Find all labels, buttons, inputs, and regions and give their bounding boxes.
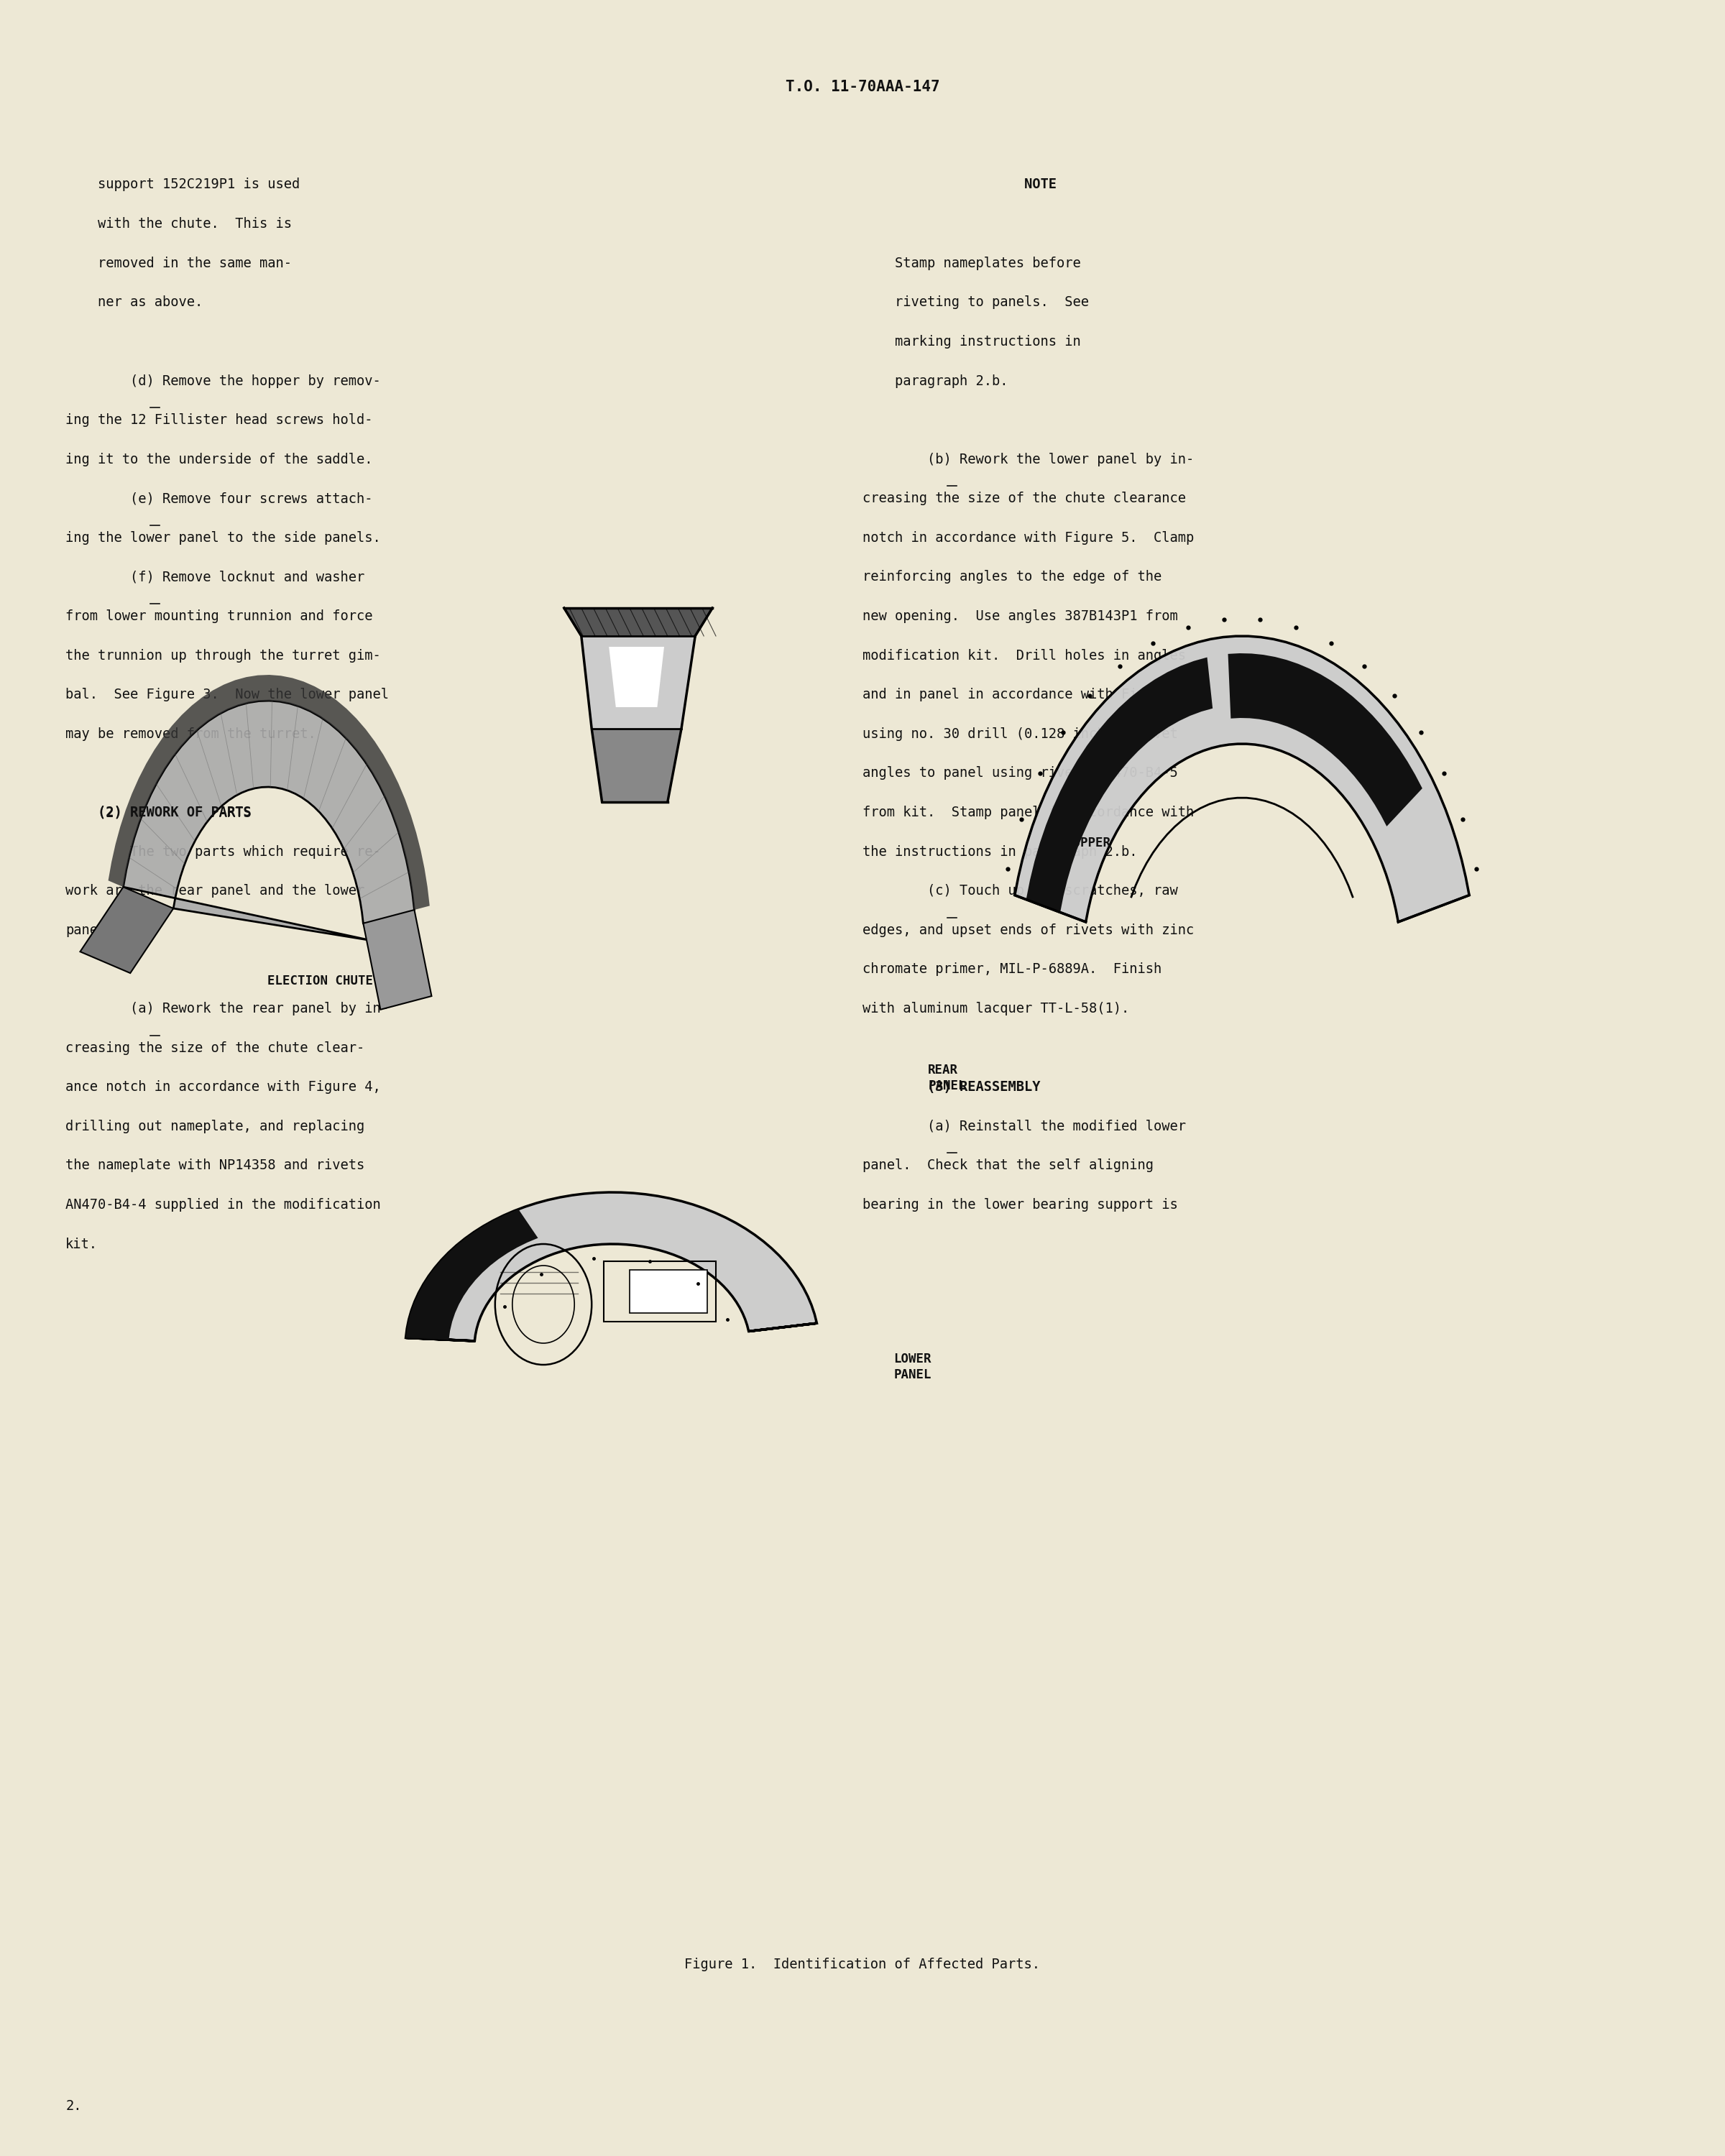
Polygon shape (364, 910, 431, 1009)
Polygon shape (79, 886, 174, 972)
Text: (b) Rework the lower panel by in-: (b) Rework the lower panel by in- (862, 453, 1194, 466)
Text: 2.: 2. (66, 2100, 81, 2113)
Text: with aluminum lacquer TT-L-58(1).: with aluminum lacquer TT-L-58(1). (862, 1003, 1130, 1015)
Text: kit.: kit. (66, 1238, 98, 1250)
Text: and in panel in accordance with Figure 5,: and in panel in accordance with Figure 5… (862, 688, 1194, 701)
Text: ner as above.: ner as above. (66, 295, 204, 308)
Text: modification kit.  Drill holes in angles: modification kit. Drill holes in angles (862, 649, 1187, 662)
Text: (a) Rework the rear panel by in-: (a) Rework the rear panel by in- (66, 1003, 390, 1015)
Text: ing the 12 Fillister head screws hold-: ing the 12 Fillister head screws hold- (66, 414, 373, 427)
Text: riveting to panels.  See: riveting to panels. See (862, 295, 1088, 308)
Text: support 152C219P1 is used: support 152C219P1 is used (66, 179, 300, 192)
Polygon shape (405, 1192, 818, 1341)
Text: T.O. 11-70AAA-147: T.O. 11-70AAA-147 (785, 80, 940, 95)
Text: HOPPER: HOPPER (1066, 837, 1111, 849)
Text: using no. 30 drill (0.128 inch).  Rivet: using no. 30 drill (0.128 inch). Rivet (862, 727, 1178, 742)
Polygon shape (609, 647, 664, 707)
Text: (e) Remove four screws attach-: (e) Remove four screws attach- (66, 492, 373, 505)
Polygon shape (564, 608, 712, 636)
Text: The two parts which require re-: The two parts which require re- (66, 845, 381, 858)
Text: (f) Remove locknut and washer: (f) Remove locknut and washer (66, 571, 364, 584)
Text: reinforcing angles to the edge of the: reinforcing angles to the edge of the (862, 571, 1161, 584)
Polygon shape (1014, 636, 1470, 923)
Text: (3) REASSEMBLY: (3) REASSEMBLY (862, 1080, 1040, 1093)
Text: the nameplate with NP14358 and rivets: the nameplate with NP14358 and rivets (66, 1158, 364, 1173)
Text: removed in the same man-: removed in the same man- (66, 257, 292, 270)
Text: ing it to the underside of the saddle.: ing it to the underside of the saddle. (66, 453, 373, 466)
Text: (a) Reinstall the modified lower: (a) Reinstall the modified lower (862, 1119, 1187, 1134)
Text: (c) Touch up any scratches, raw: (c) Touch up any scratches, raw (862, 884, 1178, 897)
Text: REAR
PANEL: REAR PANEL (928, 1063, 966, 1093)
Text: bal.  See Figure 3.  Now the lower panel: bal. See Figure 3. Now the lower panel (66, 688, 390, 701)
Text: the instructions in paragraph 2.b.: the instructions in paragraph 2.b. (862, 845, 1137, 858)
Text: bearing in the lower bearing support is: bearing in the lower bearing support is (862, 1199, 1178, 1212)
Text: new opening.  Use angles 387B143P1 from: new opening. Use angles 387B143P1 from (862, 610, 1178, 623)
Polygon shape (122, 701, 414, 940)
Text: may be removed from the turret.: may be removed from the turret. (66, 727, 316, 742)
Text: from lower mounting trunnion and force: from lower mounting trunnion and force (66, 610, 373, 623)
Text: NOTE: NOTE (862, 179, 1056, 192)
Text: creasing the size of the chute clear-: creasing the size of the chute clear- (66, 1041, 364, 1054)
Text: drilling out nameplate, and replacing: drilling out nameplate, and replacing (66, 1119, 364, 1134)
Text: with the chute.  This is: with the chute. This is (66, 218, 292, 231)
Text: paragraph 2.b.: paragraph 2.b. (862, 375, 1007, 388)
Text: LOWER
PANEL: LOWER PANEL (894, 1352, 932, 1382)
Text: ELECTION CHUTE: ELECTION CHUTE (267, 975, 373, 987)
Polygon shape (1026, 658, 1213, 912)
Text: the trunnion up through the turret gim-: the trunnion up through the turret gim- (66, 649, 381, 662)
Text: panel.: panel. (66, 923, 114, 938)
Text: from kit.  Stamp panel in accordance with: from kit. Stamp panel in accordance with (862, 806, 1194, 819)
Text: notch in accordance with Figure 5.  Clamp: notch in accordance with Figure 5. Clamp (862, 530, 1194, 545)
Text: (2) REWORK OF PARTS: (2) REWORK OF PARTS (66, 806, 252, 819)
Text: angles to panel using rivets AN470-B4-5: angles to panel using rivets AN470-B4-5 (862, 765, 1178, 780)
Polygon shape (109, 675, 430, 910)
Text: ance notch in accordance with Figure 4,: ance notch in accordance with Figure 4, (66, 1080, 381, 1093)
Text: AN470-B4-4 supplied in the modification: AN470-B4-4 supplied in the modification (66, 1199, 381, 1212)
Text: marking instructions in: marking instructions in (862, 334, 1082, 349)
Text: (d) Remove the hopper by remov-: (d) Remove the hopper by remov- (66, 375, 381, 388)
Polygon shape (1228, 653, 1423, 826)
Polygon shape (630, 1270, 707, 1313)
Text: (2) REWORK OF PARTS: (2) REWORK OF PARTS (66, 806, 252, 819)
Polygon shape (405, 1210, 538, 1339)
Polygon shape (592, 729, 681, 802)
Text: panel.  Check that the self aligning: panel. Check that the self aligning (862, 1158, 1154, 1173)
Polygon shape (581, 636, 695, 729)
Text: work are the rear panel and the lower: work are the rear panel and the lower (66, 884, 364, 897)
Text: ing the lower panel to the side panels.: ing the lower panel to the side panels. (66, 530, 381, 545)
Text: chromate primer, MIL-P-6889A.  Finish: chromate primer, MIL-P-6889A. Finish (862, 962, 1161, 977)
Text: edges, and upset ends of rivets with zinc: edges, and upset ends of rivets with zin… (862, 923, 1194, 938)
Text: Figure 1.  Identification of Affected Parts.: Figure 1. Identification of Affected Par… (685, 1958, 1040, 1971)
Text: creasing the size of the chute clearance: creasing the size of the chute clearance (862, 492, 1187, 505)
Text: Stamp nameplates before: Stamp nameplates before (862, 257, 1082, 270)
